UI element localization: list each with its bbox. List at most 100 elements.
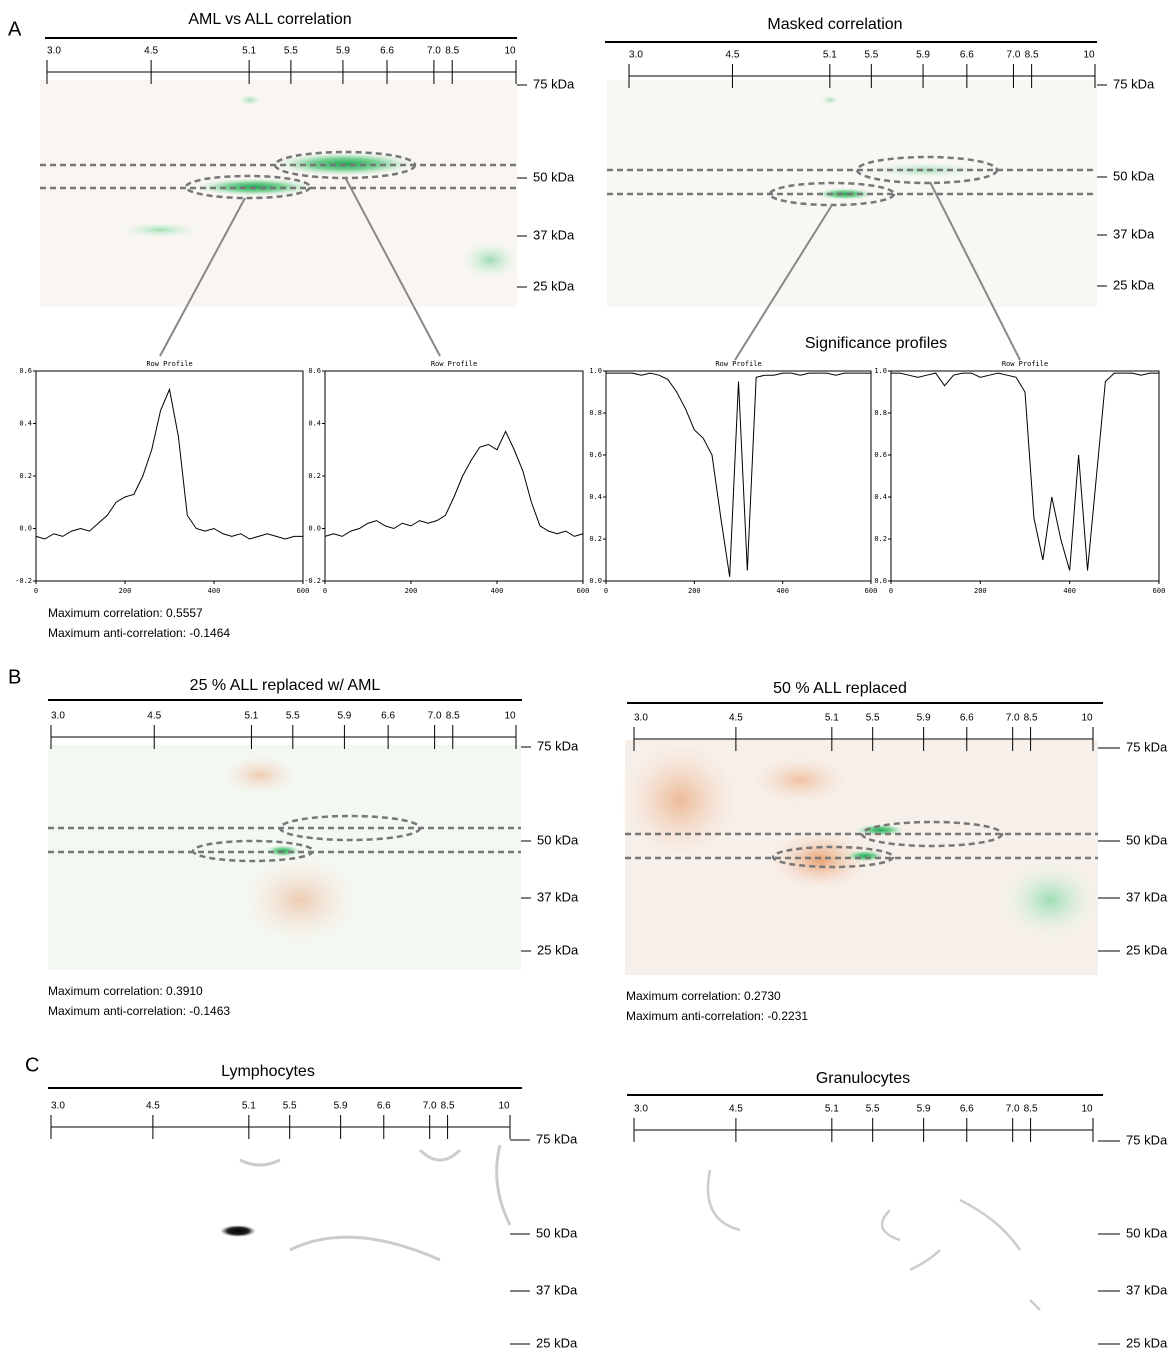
pi-tick-label: 8.5 [441,1101,455,1112]
x-tick-label: 600 [297,587,310,595]
plot-frame [890,370,1160,582]
pi-tick-label: 3.0 [634,1104,648,1115]
mw-label: 75 kDa [1126,1132,1168,1147]
panel-label: C [25,1054,39,1076]
stat-text: Maximum anti-correlation: -0.2231 [626,1009,808,1023]
pi-tick-label: 3.0 [51,711,65,722]
pi-tick-label: 5.9 [917,1104,931,1115]
gel-title: Granulocytes [816,1070,910,1087]
stat-text: Maximum correlation: 0.3910 [48,984,203,998]
mw-label: 50 kDa [1126,1225,1168,1240]
mw-label: 25 kDa [533,278,575,293]
pi-tick-label: 3.0 [47,46,61,57]
x-tick-label: 200 [974,587,987,595]
pi-tick-label: 5.5 [283,1101,297,1112]
x-tick-label: 600 [865,587,878,595]
pi-tick-label: 3.0 [629,50,643,61]
gel-title: 25 % ALL replaced w/ AML [190,677,381,694]
mw-label: 37 kDa [1126,1282,1168,1297]
pi-tick-label: 6.6 [960,50,974,61]
y-tick-label: 1.0 [589,367,602,375]
mw-label: 75 kDa [537,738,579,753]
mw-label: 37 kDa [1126,889,1168,904]
pi-tick-label: 5.5 [866,713,880,724]
mw-label: 25 kDa [1126,942,1168,957]
pi-tick-label: 5.9 [336,46,350,57]
pi-tick-label: 10 [504,711,516,722]
pi-tick-label: 8.5 [446,711,460,722]
y-tick-label: 0.0 [19,525,32,533]
pi-tick-label: 5.5 [864,50,878,61]
mw-label: 75 kDa [1113,76,1155,91]
plot-frame [324,370,584,582]
mw-label: 75 kDa [533,76,575,91]
mw-label: 25 kDa [1126,1335,1168,1350]
pi-tick-label: 7.0 [1006,1104,1020,1115]
y-tick-label: 0.2 [589,535,602,543]
mw-label: 37 kDa [533,227,575,242]
gel-title: AML vs ALL correlation [188,11,351,28]
x-tick-label: 200 [405,587,418,595]
pi-tick-label: 4.5 [729,1104,743,1115]
y-tick-label: 0.0 [589,577,602,585]
pi-tick-label: 8.5 [1025,50,1039,61]
y-tick-label: 0.2 [874,535,887,543]
mw-label: 25 kDa [536,1335,578,1350]
y-tick-label: -0.2 [15,577,32,585]
profile-line [35,387,303,540]
pi-tick-label: 4.5 [144,46,158,57]
mw-label: 25 kDa [1113,277,1155,292]
pi-tick-label: 5.9 [916,50,930,61]
mw-label: 50 kDa [537,832,579,847]
y-tick-label: 0.8 [589,409,602,417]
y-tick-label: 0.0 [308,525,321,533]
x-tick-label: 400 [1063,587,1076,595]
gel-images [40,80,1100,1311]
pi-tick-label: 5.9 [337,711,351,722]
profile-line [606,372,871,577]
pi-tick-label: 3.0 [634,713,648,724]
plot-frame [605,370,872,582]
pi-tick-label: 6.6 [381,711,395,722]
mw-label: 50 kDa [1126,832,1168,847]
mw-label: 50 kDa [533,169,575,184]
profile-line [891,372,1159,571]
pi-tick-label: 6.6 [380,46,394,57]
pi-tick-label: 10 [1081,1104,1093,1115]
profile-title: Row Profile [431,360,477,368]
y-tick-label: 0.4 [308,420,321,428]
x-tick-label: 400 [208,587,221,595]
x-tick-label: 0 [34,587,38,595]
pi-tick-label: 7.0 [428,711,442,722]
profile-title: Row Profile [146,360,192,368]
y-tick-label: 0.4 [19,420,32,428]
profile-title: Row Profile [715,360,761,368]
y-tick-label: -0.2 [304,577,321,585]
x-tick-label: 200 [688,587,701,595]
stat-text: Maximum anti-correlation: -0.1464 [48,626,230,640]
pi-tick-label: 5.1 [242,46,256,57]
gel-title: Lymphocytes [221,1063,315,1080]
panel-label: B [8,666,21,688]
x-tick-label: 400 [491,587,504,595]
significance-title: Significance profiles [805,335,947,352]
pi-tick-label: 5.1 [825,713,839,724]
pi-tick-label: 7.0 [423,1101,437,1112]
y-tick-label: 0.6 [19,367,32,375]
pi-tick-label: 5.1 [244,711,258,722]
pi-tick-label: 7.0 [1006,713,1020,724]
pi-tick-label: 5.5 [866,1104,880,1115]
pi-tick-label: 10 [504,46,516,57]
x-tick-label: 400 [776,587,789,595]
y-tick-label: 1.0 [874,367,887,375]
x-tick-label: 0 [604,587,608,595]
y-tick-label: 0.2 [308,472,321,480]
profile-line [324,430,584,537]
x-tick-label: 600 [1153,587,1166,595]
pi-tick-label: 7.0 [1006,50,1020,61]
gel-title: Masked correlation [767,16,902,33]
x-tick-label: 200 [119,587,132,595]
pi-tick-label: 10 [1081,713,1093,724]
panel-label: A [8,18,22,40]
